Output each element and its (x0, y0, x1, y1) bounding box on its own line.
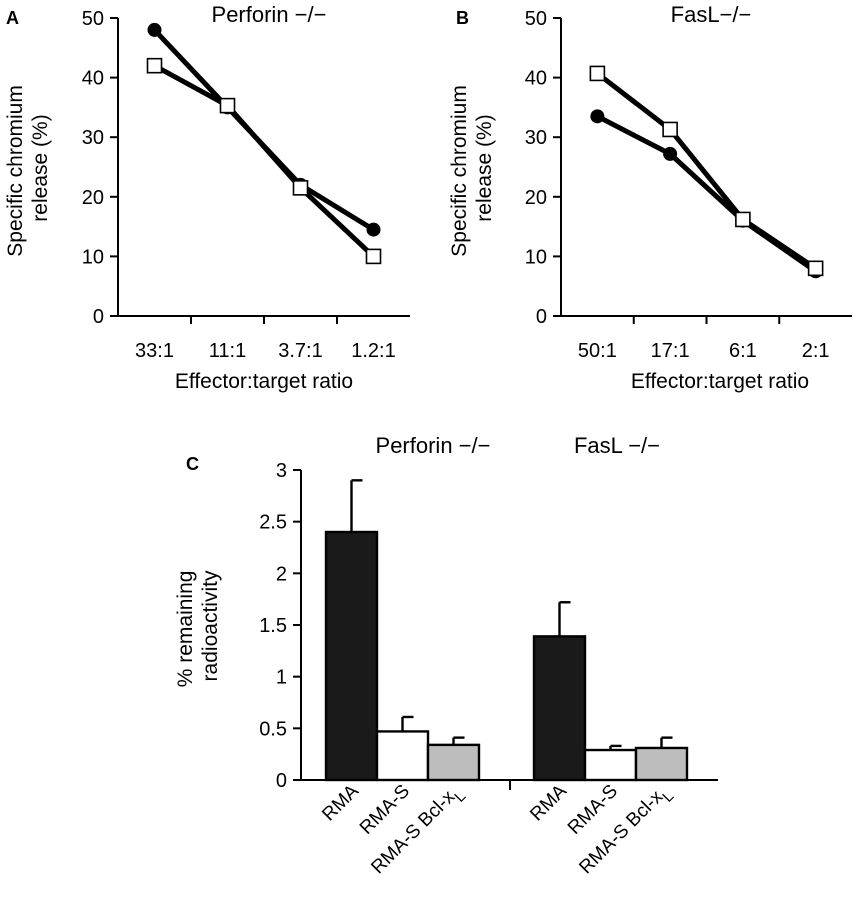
panel-c-y-ticks: 0 0.5 1 1.5 2 2.5 3 (259, 460, 511, 792)
panel-c-y-axis-label-line-2: radioactivity (199, 570, 222, 681)
bar-category-label: RMA (318, 780, 363, 825)
data-point-filled-circle (366, 222, 381, 237)
x-tick-label: 33:1 (135, 340, 174, 362)
y-tick-label: 30 (525, 127, 547, 149)
y-tick-label: 20 (82, 187, 104, 209)
panel-c-group-title-perforin: Perforin −/− (376, 433, 491, 458)
panel-letter-b: B (456, 8, 469, 28)
bar-category-label: RMA (526, 780, 571, 825)
bar (426, 743, 481, 782)
series-line-open-square (153, 63, 376, 259)
panel-a-title: Perforin −/− (212, 2, 327, 27)
x-tick-label: 50:1 (578, 340, 617, 362)
panel-a-y-ticks: 0 10 20 30 40 50 (82, 8, 118, 328)
y-tick-label: 50 (82, 8, 104, 30)
panel-a-y-axis-label: Specific chromium release (%) (4, 79, 52, 256)
y-tick-label: 1 (276, 667, 287, 689)
panel-b-y-axis-label-line-2: release (%) (473, 114, 496, 221)
data-point-filled-circle (147, 22, 162, 37)
y-tick-label: 0.5 (259, 718, 287, 740)
data-point-filled-circle (590, 109, 605, 124)
panel-a-y-axis-label-line-2: release (%) (29, 114, 52, 221)
panel-a-x-ticks: 33:1 11:1 3.7:1 1.2:1 (135, 316, 396, 362)
data-point-open-square (662, 121, 678, 138)
panel-a-y-axis-label-line-1: Specific chromium (4, 85, 27, 257)
y-tick-label: 3 (276, 460, 287, 482)
series-line-open-square (595, 71, 818, 271)
panel-b-title: FasL−/− (671, 2, 752, 27)
data-point-open-square (219, 97, 236, 114)
panel-b-x-ticks: 50:1 17:1 6:1 2:1 (578, 316, 830, 362)
series-line-filled-circle (152, 28, 375, 232)
y-tick-label: 2.5 (259, 512, 287, 534)
bar (324, 530, 379, 782)
data-point-open-square (365, 248, 382, 265)
panel-c-y-axis-label-line-1: % remaining (174, 571, 197, 688)
data-point-open-square (292, 180, 309, 196)
panel-c-bars (324, 479, 689, 782)
y-tick-label: 10 (525, 246, 547, 268)
y-tick-label: 0 (276, 770, 287, 792)
bar (532, 635, 587, 782)
bar (634, 746, 689, 782)
panel-letter-c: C (186, 454, 199, 474)
x-tick-label: 6:1 (729, 340, 757, 362)
bar (375, 730, 430, 782)
panel-b-series (589, 65, 824, 279)
data-point-open-square (735, 211, 751, 228)
y-tick-label: 0 (93, 306, 104, 328)
panel-c-y-axis-label: % remaining radioactivity (174, 565, 222, 688)
y-tick-label: 10 (82, 246, 104, 268)
x-tick-label: 17:1 (651, 340, 690, 362)
panel-b: 0 10 20 30 40 50 50:1 17:1 6:1 2:1 FasL−/− Effec… (448, 2, 852, 393)
y-tick-label: 30 (82, 127, 104, 149)
panel-c-group-title-fasl: FasL −/− (574, 433, 660, 458)
data-point-filled-circle (663, 146, 678, 161)
bar (583, 748, 638, 782)
x-tick-label: 2:1 (802, 340, 830, 362)
data-point-open-square (146, 57, 163, 74)
x-tick-label: 11:1 (209, 340, 246, 362)
panel-b-y-axis-label: Specific chromium release (%) (448, 79, 496, 256)
x-tick-label: 1.2:1 (351, 340, 395, 362)
panel-b-y-axis-label-line-1: Specific chromium (448, 85, 471, 257)
y-tick-label: 50 (525, 8, 547, 30)
data-point-open-square (589, 65, 606, 82)
y-tick-label: 40 (525, 68, 547, 90)
panel-a-x-axis-label: Effector:target ratio (175, 370, 353, 393)
panel-a-series (146, 22, 382, 265)
y-tick-label: 40 (82, 68, 104, 90)
panel-a: 0 10 20 30 40 50 33:1 11:1 3.7:1 1.2:1 Perforin … (4, 2, 410, 393)
y-tick-label: 2 (276, 563, 287, 585)
y-tick-label: 1.5 (259, 615, 287, 637)
data-point-open-square (807, 260, 824, 277)
x-tick-label: 3.7:1 (278, 340, 322, 362)
y-tick-label: 0 (536, 306, 547, 328)
panel-b-y-ticks: 0 10 20 30 40 50 (525, 8, 561, 328)
panel-b-x-axis-label: Effector:target ratio (631, 370, 809, 393)
y-tick-label: 20 (525, 187, 547, 209)
panel-letter-a: A (6, 8, 19, 28)
